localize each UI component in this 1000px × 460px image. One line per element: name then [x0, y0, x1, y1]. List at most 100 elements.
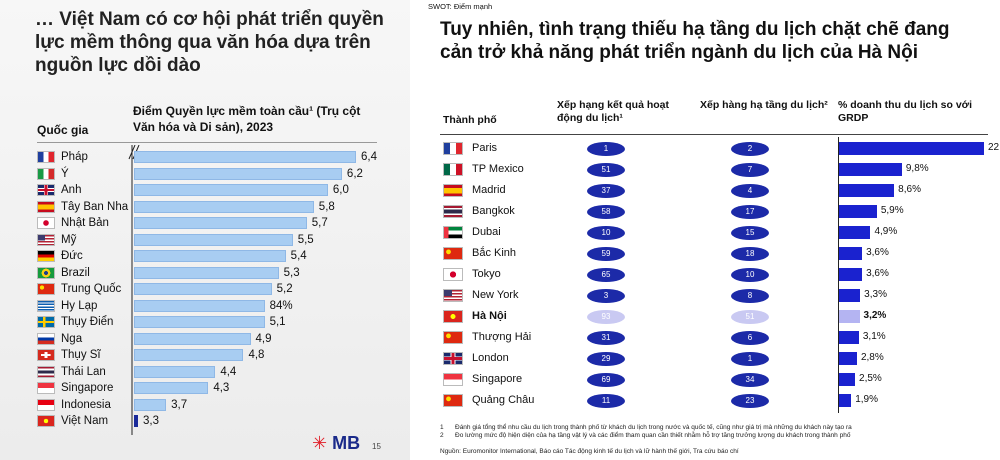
bar [134, 415, 138, 427]
bar [839, 163, 902, 176]
flag [37, 167, 55, 180]
column-header: Thành phố [443, 114, 497, 126]
logo: ✳ MB [312, 433, 360, 454]
bar [134, 217, 307, 229]
rank-badge: 17 [731, 205, 769, 219]
rank-badge: 93 [587, 310, 625, 324]
value-label: 9,8% [905, 163, 929, 174]
value-label: 3,3 [143, 415, 159, 427]
value-label: 1,9% [855, 394, 878, 405]
flag [37, 415, 55, 427]
flag [443, 373, 463, 386]
bar [839, 352, 857, 365]
bar [134, 151, 356, 163]
bar [839, 184, 895, 197]
country-name: Thụy Sĩ [61, 349, 101, 361]
flag [37, 217, 55, 229]
footnote-text: Đo lường mức độ hiện diện của hạ tầng vậ… [455, 432, 851, 439]
column-header: Xếp hạng kết quả hoạt động du lịch¹ [557, 99, 670, 124]
value-label: 3,6% [866, 247, 889, 258]
bar [839, 226, 871, 239]
flag [37, 299, 55, 312]
flag [443, 331, 463, 344]
value-label: 6,0 [332, 184, 349, 196]
footnote-text: Đánh giá tổng thể nhu cầu du lịch trong … [455, 424, 852, 431]
value-label: 5,2 [276, 283, 293, 295]
rank-badge: 8 [731, 289, 769, 303]
flag [443, 247, 463, 260]
header-rule [440, 134, 988, 135]
rank-badge: 2 [731, 142, 769, 156]
value-label: 3,7 [171, 398, 188, 411]
value-label: 4,9 [255, 332, 272, 345]
rank-badge: 15 [731, 226, 769, 240]
rank-badge: 59 [587, 247, 625, 261]
rank-badge: 11 [587, 394, 625, 408]
city-name: Bangkok [472, 205, 515, 217]
flag [37, 200, 55, 213]
flag [443, 205, 463, 218]
bar [134, 283, 272, 295]
bar [134, 184, 328, 196]
value-label: 6,2 [346, 167, 363, 180]
country-name: Mỹ [61, 233, 77, 246]
country-name: Singapore [61, 382, 114, 394]
slide-title: … Việt Nam có cơ hội phát triển quyền lự… [35, 9, 384, 76]
left-slide: … Việt Nam có cơ hội phát triển quyền lự… [0, 0, 410, 460]
rank-badge: 58 [587, 205, 625, 219]
slide-title: Tuy nhiên, tình trạng thiếu hạ tầng du l… [440, 19, 950, 63]
flag [443, 394, 463, 407]
city-name: Hà Nội [472, 310, 507, 322]
country-name: Hy Lạp [61, 299, 98, 312]
bar [134, 316, 265, 328]
country-name: Nga [61, 332, 83, 345]
country-name: Tây Ban Nha [61, 200, 129, 213]
city-name: Thượng Hải [472, 331, 532, 343]
rank-badge: 1 [731, 352, 769, 366]
header: SWOT: Điểm mạnh [428, 2, 493, 11]
bar [134, 250, 286, 262]
rank-badge: 37 [587, 184, 625, 198]
flag [37, 316, 55, 328]
city-name: Bắc Kinh [472, 247, 517, 259]
city-name: Tokyo [472, 268, 501, 280]
city-name: Quảng Châu [472, 394, 535, 406]
value-label: 3,2% [863, 310, 887, 321]
bar [839, 142, 984, 155]
footnote-mark: 2 [440, 432, 444, 439]
right-slide: SWOT: Điểm mạnh Tuy nhiên, tình trạng th… [415, 0, 1000, 460]
country-name: Brazil [61, 266, 90, 279]
value-label: 22,6% [988, 142, 1000, 153]
value-label: 3,6% [866, 268, 889, 279]
country-name: Trung Quốc [61, 283, 122, 295]
flag [37, 151, 55, 163]
flag [37, 332, 55, 345]
rank-badge: 18 [731, 247, 769, 261]
value-label: 5,4 [290, 250, 307, 262]
value-label: 2,5% [859, 373, 882, 384]
flag [443, 142, 463, 155]
flag [37, 382, 55, 394]
bar [839, 394, 852, 407]
country-name: Thái Lan [61, 365, 106, 378]
rank-badge: 10 [587, 226, 625, 240]
country-name: Pháp [61, 151, 88, 163]
value-label: 8,6% [898, 184, 921, 195]
bar [134, 332, 251, 345]
flag [37, 365, 55, 378]
bar [134, 167, 342, 180]
rank-badge: 31 [587, 331, 625, 345]
value-label: 4,3 [213, 382, 230, 394]
value-label: 4,8 [248, 349, 265, 361]
flag [443, 268, 463, 281]
rank-badge: 7 [731, 163, 769, 177]
rank-badge: 23 [731, 394, 769, 408]
country-name: Ý [61, 167, 69, 180]
value-label: 5,9% [880, 205, 904, 216]
bar [134, 233, 293, 246]
logo-star: ✳ [312, 433, 328, 453]
flag [443, 184, 463, 197]
flag [37, 250, 55, 262]
country-name: Anh [61, 184, 82, 196]
